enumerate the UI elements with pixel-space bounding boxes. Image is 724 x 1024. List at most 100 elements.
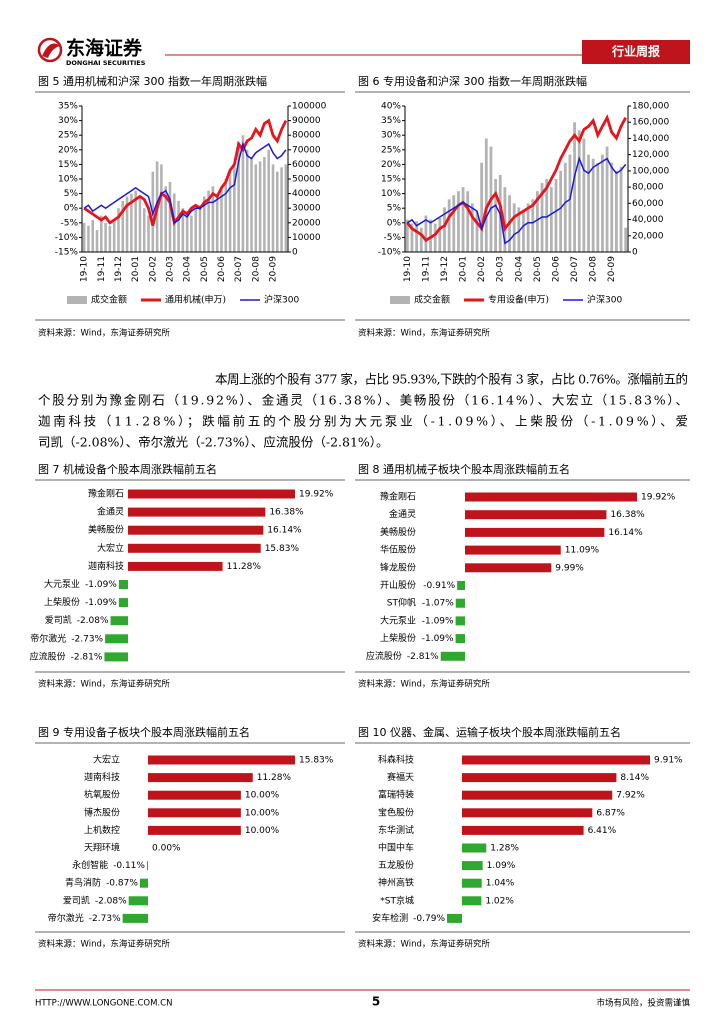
y2-tick-label: 20,000 [632, 231, 664, 241]
value-label: 11.28% [257, 773, 292, 783]
y2-tick-label: 100000 [292, 102, 327, 112]
volume-bar [108, 225, 112, 252]
tag-text: 行业周报 [611, 44, 660, 59]
bar [455, 598, 465, 608]
category-label: 爱司凯 [45, 614, 72, 626]
y-tick-label: 20% [381, 160, 401, 170]
source-note: 资料来源：Wind，东海证券研究所 [38, 328, 170, 339]
series-line [406, 156, 627, 245]
volume-bar [554, 179, 558, 252]
volume-bar [258, 161, 262, 252]
volume-bar [125, 196, 129, 252]
volume-bar [130, 193, 133, 252]
logo-mark [42, 43, 60, 58]
x-tick-label: 20-03 [496, 256, 506, 282]
bar [148, 755, 295, 765]
logo-text: 东海证券 [66, 37, 143, 60]
y2-tick-label: 80000 [292, 131, 321, 141]
bar [462, 773, 617, 783]
x-tick-label: 20-07 [234, 256, 244, 282]
x-tick-label: 20-06 [217, 256, 227, 282]
legend-label: 专用设备(申万) [488, 294, 549, 306]
volume-bar [95, 230, 99, 252]
series-line [406, 114, 627, 243]
paragraph-line: 迦南科技（11.28%）；跌幅前五的个股分别为大元泵业（-1.09%）、上柴股份… [38, 414, 688, 429]
volume-bar [142, 208, 146, 252]
bar [455, 634, 465, 644]
category-label: 金通灵 [389, 508, 416, 520]
bar [462, 755, 650, 765]
volume-bar [549, 187, 553, 252]
bar [128, 525, 264, 535]
value-label: -1.09% [85, 580, 117, 590]
y-tick-label: 15% [58, 160, 78, 170]
category-label: 美畅股份 [380, 526, 416, 538]
bar [465, 563, 552, 573]
y-tick-label: -10% [378, 248, 402, 258]
volume-bar [233, 164, 236, 252]
y2-tick-label: 100,000 [632, 166, 669, 176]
x-tick-label: 20-08 [251, 256, 261, 282]
logo-ring [37, 37, 63, 63]
volume-bar [480, 162, 484, 252]
volume-bar [591, 158, 595, 252]
bar [118, 598, 128, 608]
paragraph-line: 司凯（-2.08%）、帝尔激光（-2.73%）、应流股份（-2.81%）。 [38, 435, 389, 450]
bar [447, 913, 462, 923]
category-label: 金通灵 [97, 506, 124, 518]
volume-bar [452, 195, 456, 252]
volume-bar [263, 157, 266, 252]
footer-note: 市场有风险，投资需谨慎 [596, 998, 690, 1009]
bar [462, 790, 613, 800]
y-tick-label: 10% [381, 189, 401, 199]
legend-swatch [67, 296, 87, 304]
x-tick-label: 20-02 [477, 256, 487, 282]
footer-page: 5 [372, 995, 380, 1009]
x-tick-label: 20-09 [607, 256, 617, 282]
value-label: 9.91% [654, 756, 683, 766]
category-label: 锋龙股份 [380, 561, 416, 573]
category-label: 博杰股份 [84, 806, 120, 818]
volume-bar [526, 203, 530, 252]
volume-bar [207, 190, 210, 252]
volume-bar [582, 138, 586, 252]
source-note: 资料来源：Wind，东海证券研究所 [38, 679, 170, 690]
x-tick-label: 20-01 [131, 256, 141, 282]
volume-bar [185, 211, 189, 252]
paragraph-line: 个股分别为豫金刚石（19.92%）、金通灵（16.38%）、美畅股份（16.14… [38, 393, 688, 408]
y2-tick-label: 20000 [292, 218, 321, 228]
y2-tick-label: 0 [632, 248, 638, 258]
tag-box [582, 40, 690, 64]
volume-bar [194, 208, 198, 252]
value-label: -1.07% [422, 599, 454, 609]
y-tick-label: 5% [387, 204, 402, 214]
value-label: -2.81% [71, 652, 103, 662]
category-label: 上机数控 [84, 824, 120, 836]
x-tick-label: 20-09 [268, 256, 278, 282]
volume-bar [424, 215, 428, 252]
value-label: -1.09% [85, 598, 117, 608]
y-tick-label: 20% [58, 145, 78, 155]
volume-bar [433, 223, 437, 252]
volume-bar [573, 122, 576, 252]
volume-bar [280, 167, 283, 252]
category-label: 帝尔激光 [48, 912, 84, 924]
bar [128, 561, 223, 571]
y-tick-label: -15% [55, 248, 79, 258]
volume-bar [419, 227, 423, 252]
bar [465, 527, 605, 537]
bar [465, 545, 561, 555]
bar [455, 616, 465, 626]
y-tick-label: 35% [58, 102, 78, 112]
volume-bar [275, 171, 279, 252]
volume-bar [254, 164, 258, 252]
x-tick-label: 19-11 [421, 256, 431, 282]
y-tick-label: 5% [64, 189, 79, 199]
bar [122, 913, 148, 923]
y-tick-label: -5% [60, 218, 78, 228]
value-label: -2.81% [407, 652, 439, 662]
value-label: 1.02% [485, 896, 514, 906]
category-label: 五龙股份 [378, 859, 414, 871]
x-tick-label: 19-12 [440, 256, 450, 282]
